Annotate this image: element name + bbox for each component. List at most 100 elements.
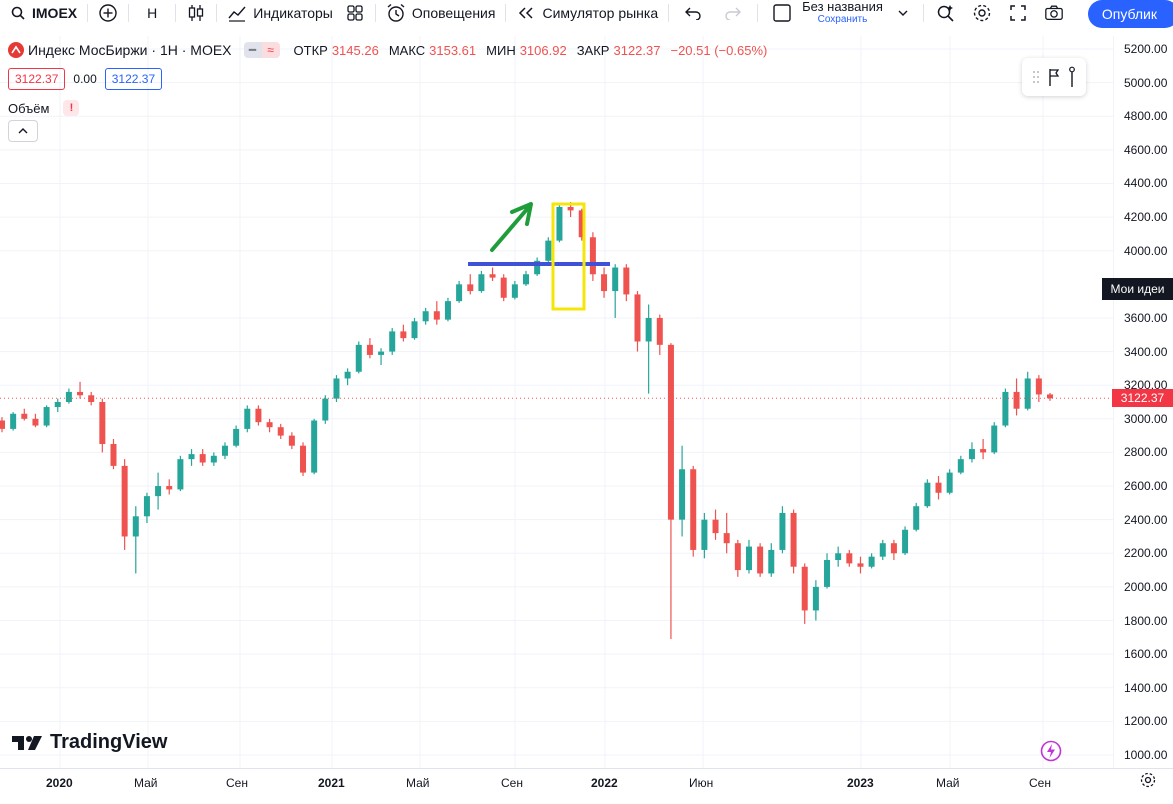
interval-button[interactable]: H <box>133 0 171 26</box>
candle-body <box>902 529 909 554</box>
chart-settings-button[interactable] <box>1139 771 1157 789</box>
moex-logo-icon <box>8 42 24 58</box>
candle-body <box>489 274 496 278</box>
alerts-button[interactable]: Оповещения <box>380 0 502 26</box>
candle-body <box>723 533 730 544</box>
price-tick-label: 4200.00 <box>1124 210 1168 225</box>
time-tick-label: Май <box>936 776 960 790</box>
candle-body <box>801 566 808 611</box>
candle-body <box>456 284 463 302</box>
candle-body <box>88 395 95 402</box>
layout-menu-button[interactable]: Без названия Сохранить <box>762 0 919 26</box>
undo-button[interactable] <box>673 0 713 26</box>
chevron-up-icon <box>18 128 28 134</box>
publish-button[interactable]: Опублик <box>1087 0 1173 28</box>
save-link[interactable]: Сохранить <box>817 14 868 25</box>
lightning-icon[interactable] <box>1040 740 1062 762</box>
candle-body <box>1047 394 1053 399</box>
time-tick-label: Сен <box>1029 776 1051 790</box>
ask-box[interactable]: 3122.37 <box>104 68 163 90</box>
minus-icon[interactable]: ━ <box>243 42 262 58</box>
warning-icon[interactable]: ! <box>63 100 80 116</box>
candle-body <box>32 418 39 426</box>
candle-body <box>277 427 284 436</box>
chart-pane[interactable] <box>0 36 1113 768</box>
price-tick-label: 3000.00 <box>1124 411 1168 426</box>
snapshot-button[interactable] <box>1036 0 1072 26</box>
price-tick-label: 1800.00 <box>1124 613 1168 628</box>
candle-body <box>745 546 752 571</box>
chart-type-button[interactable] <box>180 0 212 26</box>
toolbar-divider <box>374 4 376 22</box>
price-tick-label: 2600.00 <box>1124 479 1168 494</box>
candle-body <box>701 519 708 550</box>
candle-body <box>300 445 307 473</box>
candle-body <box>99 402 106 445</box>
my-ideas-label[interactable]: Мои идеи <box>1102 278 1173 300</box>
price-tick-label: 4000.00 <box>1124 243 1168 258</box>
interval-label: H <box>147 5 158 21</box>
candle-body <box>322 398 329 421</box>
candle-body <box>155 486 162 497</box>
candle-body <box>210 455 217 463</box>
candle-body <box>121 465 128 537</box>
gear-icon <box>972 3 992 23</box>
candle-body <box>166 486 173 490</box>
chart-legend: Индекс МосБиржи · 1H · MOEX ━ ≈ ОТКР 3145… <box>8 42 773 58</box>
approx-icon[interactable]: ≈ <box>261 42 280 58</box>
candle-body <box>679 469 686 520</box>
price-tick-label: 4400.00 <box>1124 176 1168 191</box>
candle-body <box>523 274 529 285</box>
top-toolbar: IMOEX H Индикаторы <box>0 0 1173 28</box>
settings-button[interactable] <box>964 0 1000 26</box>
candle-body <box>10 413 17 429</box>
toolbar-divider <box>922 4 924 22</box>
spread-value: 0.00 <box>73 72 97 86</box>
logo-text: TradingView <box>50 731 168 753</box>
quick-search-button[interactable] <box>928 0 964 26</box>
candle-body <box>567 207 574 211</box>
visibility-toggle[interactable]: ━ ≈ <box>243 42 280 58</box>
bid-box[interactable]: 3122.37 <box>8 68 66 90</box>
volume-label[interactable]: Объём <box>8 100 50 116</box>
candle-body <box>857 563 864 567</box>
symbol-search-button[interactable]: IMOEX <box>0 0 83 26</box>
candle-body <box>935 482 942 493</box>
chevron-down-icon <box>893 3 913 23</box>
price-tick-label: 5000.00 <box>1124 75 1168 90</box>
layout-title: Без названия <box>802 0 883 14</box>
candle-body <box>991 425 998 453</box>
replay-button[interactable]: Симулятор рынка <box>510 0 664 26</box>
templates-button[interactable] <box>339 0 371 26</box>
indicators-button[interactable]: Индикаторы <box>221 0 339 26</box>
candle-body <box>601 274 608 292</box>
compare-button[interactable] <box>92 0 124 26</box>
candle-body <box>143 496 150 517</box>
price-tick-label: 3600.00 <box>1124 310 1168 325</box>
candle-body <box>0 420 5 429</box>
candle-body <box>255 408 262 423</box>
time-tick-label: Сен <box>226 776 248 790</box>
symbol-name: IMOEX <box>32 5 78 21</box>
price-chart[interactable] <box>0 36 1113 768</box>
fullscreen-button[interactable] <box>1000 0 1036 26</box>
candle-body <box>467 284 474 292</box>
symbol-title[interactable]: Индекс МосБиржи · 1H · MOEX <box>28 42 232 58</box>
low-value: 3106.92 <box>519 42 567 58</box>
redo-button[interactable] <box>713 0 753 26</box>
candle-body <box>1035 378 1042 395</box>
toolbar-divider <box>216 4 218 22</box>
candle-body <box>444 301 451 320</box>
last-price-label: 3122.37 <box>1112 389 1173 408</box>
flag-icon[interactable] <box>1047 67 1061 87</box>
replay-label: Симулятор рынка <box>542 5 659 21</box>
time-axis[interactable] <box>0 768 1173 804</box>
candle-body <box>378 351 385 355</box>
collapse-legend-button[interactable] <box>8 120 38 142</box>
candle-body <box>612 267 619 292</box>
chart-grid <box>0 36 1113 768</box>
vertical-line-tool-icon[interactable] <box>1068 66 1076 88</box>
tradingview-logo[interactable]: TradingView <box>12 731 167 754</box>
drag-handle-icon[interactable] <box>1032 70 1040 84</box>
price-tick-label: 4600.00 <box>1124 142 1168 157</box>
